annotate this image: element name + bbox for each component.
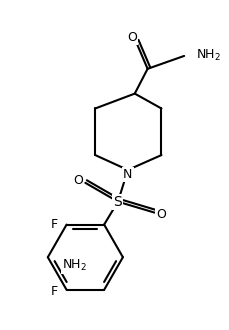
Text: O: O <box>156 208 166 221</box>
Text: N: N <box>123 168 132 182</box>
Text: F: F <box>51 285 58 298</box>
Text: S: S <box>113 195 122 209</box>
Text: F: F <box>51 218 58 231</box>
Text: O: O <box>73 174 83 187</box>
Text: O: O <box>126 31 136 44</box>
Text: NH$_2$: NH$_2$ <box>61 258 86 273</box>
Text: NH$_2$: NH$_2$ <box>195 49 220 63</box>
